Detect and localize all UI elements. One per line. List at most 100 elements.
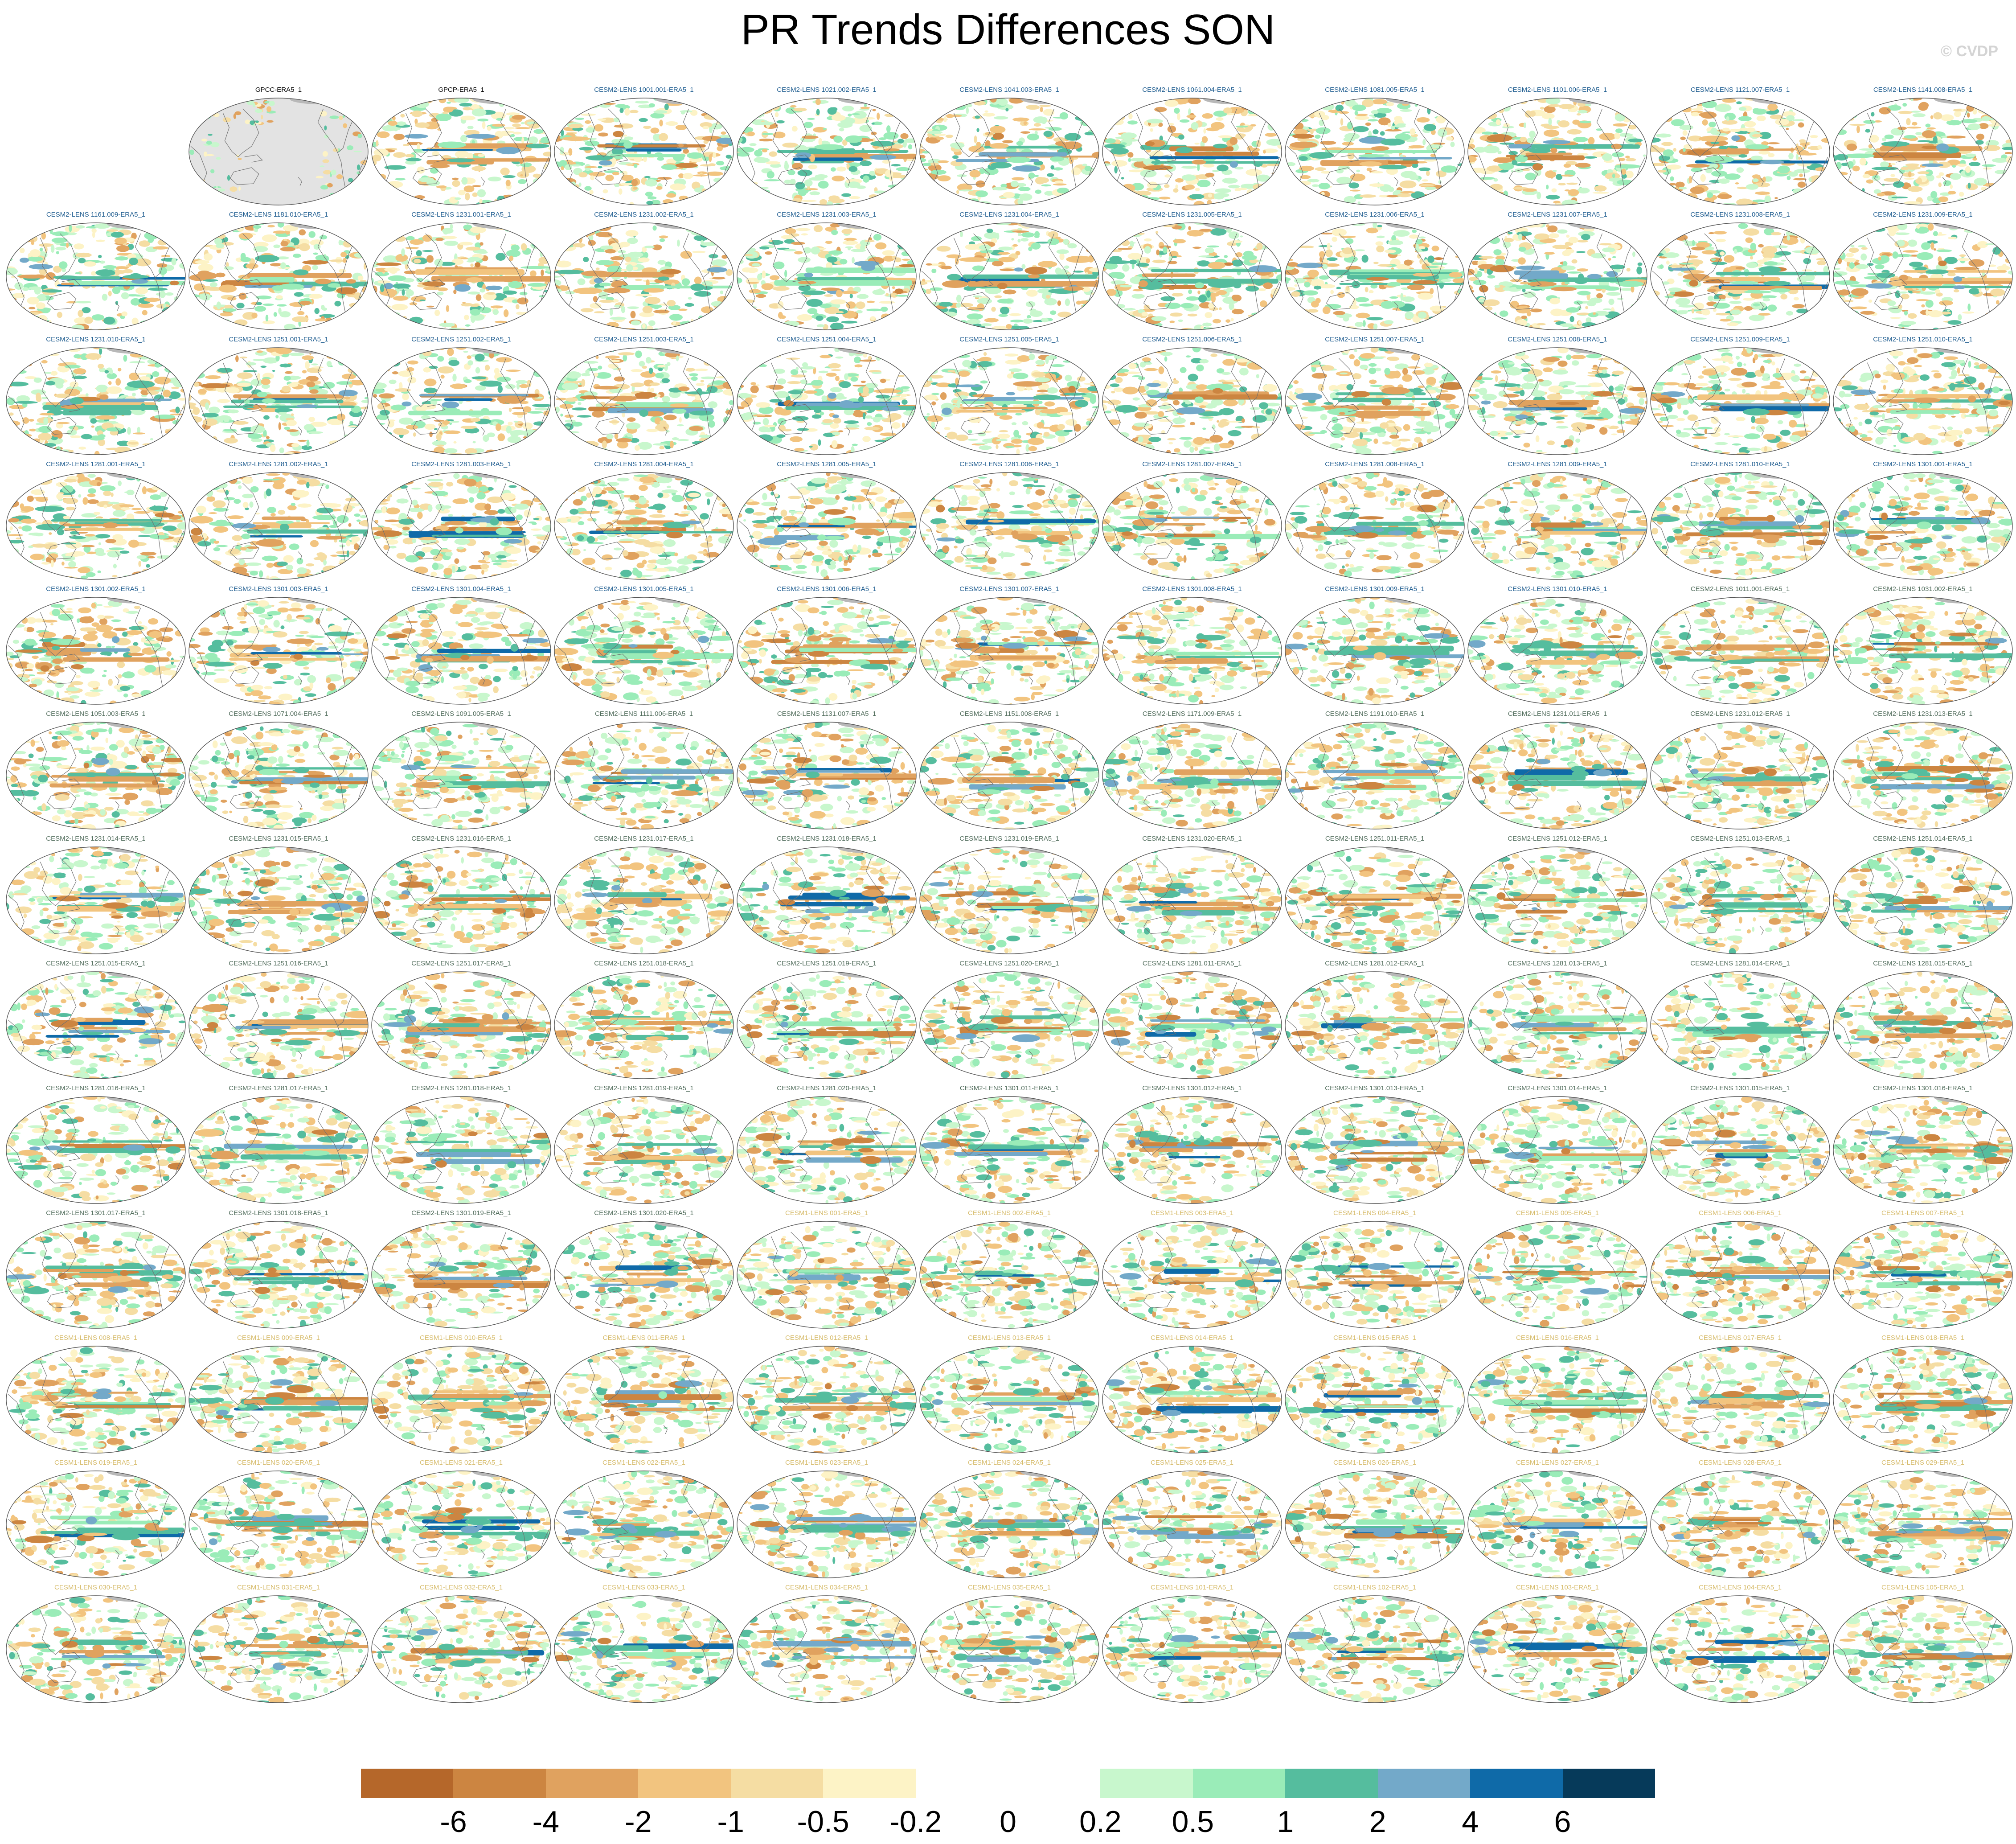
global-map: [737, 722, 917, 830]
panel-title: CESM1-LENS 015-ERA5_1: [1283, 1334, 1466, 1343]
map-panel: CESM2-LENS 1131.007-ERA5_1: [735, 710, 918, 834]
panel-title: CESM2-LENS 1281.003-ERA5_1: [370, 460, 553, 469]
colorbar-bin: [545, 1769, 639, 1798]
panel-title: CESM2-LENS 1281.019-ERA5_1: [553, 1084, 735, 1093]
map-panel: CESM1-LENS 035-ERA5_1: [918, 1583, 1101, 1707]
map-panel: CESM1-LENS 002-ERA5_1: [918, 1209, 1101, 1333]
global-map: [1102, 222, 1282, 330]
panel-title: CESM1-LENS 030-ERA5_1: [4, 1583, 187, 1592]
global-map: [919, 971, 1099, 1079]
map-panel: CESM2-LENS 1281.003-ERA5_1: [370, 460, 553, 584]
map-panel: CESM2-LENS 1251.006-ERA5_1: [1101, 335, 1283, 459]
panel-title: CESM1-LENS 023-ERA5_1: [735, 1458, 918, 1467]
map-panel: CESM1-LENS 031-ERA5_1: [187, 1583, 370, 1707]
map-panel: GPCP-ERA5_1: [370, 86, 553, 209]
global-map: [6, 1346, 186, 1454]
colorbar-tick-label: 6: [1554, 1804, 1571, 1839]
panel-title: CESM2-LENS 1251.014-ERA5_1: [1832, 834, 2014, 843]
panel-title: CESM2-LENS 1281.014-ERA5_1: [1649, 959, 1832, 968]
global-map: [737, 1470, 917, 1578]
global-map: [1102, 722, 1282, 830]
global-map: [1833, 472, 2013, 580]
panel-title: CESM2-LENS 1231.020-ERA5_1: [1101, 834, 1283, 843]
panel-title: CESM2-LENS 1231.016-ERA5_1: [370, 834, 553, 843]
global-map: [371, 98, 551, 205]
global-map: [1650, 722, 1830, 830]
panel-title: CESM1-LENS 026-ERA5_1: [1283, 1458, 1466, 1467]
map-panel: CESM2-LENS 1231.007-ERA5_1: [1466, 210, 1649, 334]
global-map: [1285, 472, 1465, 580]
map-panel: CESM2-LENS 1231.018-ERA5_1: [735, 834, 918, 958]
colorbar-bin: [1100, 1769, 1193, 1798]
panel-title: CESM2-LENS 1191.010-ERA5_1: [1283, 710, 1466, 719]
colorbar-bin: [1008, 1769, 1101, 1798]
panel-title: CESM1-LENS 012-ERA5_1: [735, 1334, 918, 1343]
colorbar-tick-label: -0.2: [889, 1804, 942, 1839]
map-panel: CESM1-LENS 103-ERA5_1: [1466, 1583, 1649, 1707]
panel-title: CESM1-LENS 031-ERA5_1: [187, 1583, 370, 1592]
global-map: [1833, 722, 2013, 830]
panel-title: CESM2-LENS 1171.009-ERA5_1: [1101, 710, 1283, 719]
panel-title: CESM1-LENS 013-ERA5_1: [918, 1334, 1101, 1343]
colorbar-tick-label: 2: [1369, 1804, 1386, 1839]
panel-title: CESM2-LENS 1301.017-ERA5_1: [4, 1209, 187, 1218]
map-panel: CESM2-LENS 1281.017-ERA5_1: [187, 1084, 370, 1208]
map-panel: CESM1-LENS 013-ERA5_1: [918, 1334, 1101, 1458]
map-panel: CESM2-LENS 1281.008-ERA5_1: [1283, 460, 1466, 584]
map-panel: CESM2-LENS 1231.019-ERA5_1: [918, 834, 1101, 958]
panel-title: CESM1-LENS 028-ERA5_1: [1649, 1458, 1832, 1467]
global-map: [554, 1096, 734, 1204]
global-map: [919, 1470, 1099, 1578]
panel-title: CESM1-LENS 010-ERA5_1: [370, 1334, 553, 1343]
panel-title: CESM1-LENS 025-ERA5_1: [1101, 1458, 1283, 1467]
global-map: [6, 1595, 186, 1703]
global-map: [1650, 1096, 1830, 1204]
global-map: [371, 597, 551, 705]
map-panel: CESM2-LENS 1161.009-ERA5_1: [4, 210, 187, 334]
map-panel: CESM1-LENS 105-ERA5_1: [1832, 1583, 2014, 1707]
panel-title: CESM2-LENS 1301.010-ERA5_1: [1466, 585, 1649, 594]
global-map: [1650, 1221, 1830, 1329]
panel-title: CESM2-LENS 1021.002-ERA5_1: [735, 86, 918, 94]
map-panel: CESM1-LENS 016-ERA5_1: [1466, 1334, 1649, 1458]
panel-title: CESM1-LENS 035-ERA5_1: [918, 1583, 1101, 1592]
panel-title: CESM2-LENS 1251.017-ERA5_1: [370, 959, 553, 968]
global-map: [554, 98, 734, 205]
panel-title: CESM2-LENS 1231.017-ERA5_1: [553, 834, 735, 843]
map-panel: CESM2-LENS 1121.007-ERA5_1: [1649, 86, 1832, 209]
map-panel: CESM2-LENS 1281.005-ERA5_1: [735, 460, 918, 584]
panel-title: CESM2-LENS 1251.020-ERA5_1: [918, 959, 1101, 968]
map-panel: CESM2-LENS 1231.011-ERA5_1: [1466, 710, 1649, 834]
map-panel: CESM2-LENS 1231.005-ERA5_1: [1101, 210, 1283, 334]
panel-title: CESM1-LENS 016-ERA5_1: [1466, 1334, 1649, 1343]
map-panel: CESM2-LENS 1231.010-ERA5_1: [4, 335, 187, 459]
panel-title: CESM2-LENS 1251.004-ERA5_1: [735, 335, 918, 344]
panel-title: CESM2-LENS 1301.006-ERA5_1: [735, 585, 918, 594]
global-map: [1285, 846, 1465, 954]
panel-title: CESM2-LENS 1181.010-ERA5_1: [187, 210, 370, 219]
panel-title: CESM1-LENS 003-ERA5_1: [1101, 1209, 1283, 1218]
panel-title: CESM1-LENS 017-ERA5_1: [1649, 1334, 1832, 1343]
colorbar-bin: [1192, 1769, 1286, 1798]
map-panel: CESM2-LENS 1231.004-ERA5_1: [918, 210, 1101, 334]
global-map: [371, 347, 551, 455]
map-panel: CESM1-LENS 020-ERA5_1: [187, 1458, 370, 1582]
cvdp-watermark: © CVDP: [1941, 43, 1998, 60]
panel-title: CESM2-LENS 1251.011-ERA5_1: [1283, 834, 1466, 843]
map-panel: CESM1-LENS 001-ERA5_1: [735, 1209, 918, 1333]
global-map: [1102, 1595, 1282, 1703]
colorbar-tick-label: 1: [1277, 1804, 1294, 1839]
panel-title: CESM2-LENS 1061.004-ERA5_1: [1101, 86, 1283, 94]
global-map: [554, 222, 734, 330]
map-panel: CESM1-LENS 027-ERA5_1: [1466, 1458, 1649, 1582]
map-panel: CESM2-LENS 1071.004-ERA5_1: [187, 710, 370, 834]
global-map: [1467, 1346, 1647, 1454]
panel-title: CESM2-LENS 1281.002-ERA5_1: [187, 460, 370, 469]
colorbar: [361, 1769, 1655, 1798]
panel-title: CESM2-LENS 1301.014-ERA5_1: [1466, 1084, 1649, 1093]
panel-title: CESM1-LENS 021-ERA5_1: [370, 1458, 553, 1467]
global-map: [188, 1595, 369, 1703]
map-panel: CESM2-LENS 1051.003-ERA5_1: [4, 710, 187, 834]
panel-title: CESM1-LENS 104-ERA5_1: [1649, 1583, 1832, 1592]
map-panel: CESM1-LENS 101-ERA5_1: [1101, 1583, 1283, 1707]
